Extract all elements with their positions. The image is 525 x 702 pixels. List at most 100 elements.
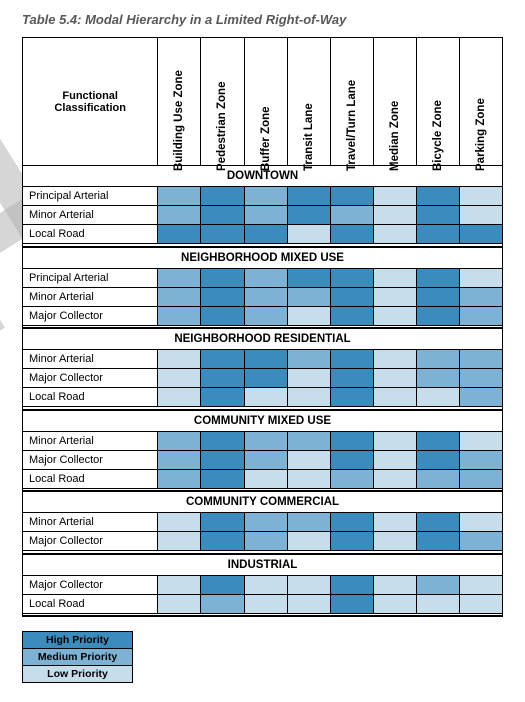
priority-cell <box>287 594 330 613</box>
priority-cell <box>459 450 502 469</box>
row-label: Minor Arterial <box>23 513 158 532</box>
priority-cell <box>201 287 244 306</box>
priority-cell <box>373 350 416 369</box>
priority-cell <box>201 575 244 594</box>
table-row: Minor Arterial <box>23 513 503 532</box>
column-header: Median Zone <box>373 38 416 166</box>
priority-cell <box>416 369 459 388</box>
table-row: Minor Arterial <box>23 431 503 450</box>
priority-cell <box>287 431 330 450</box>
priority-cell <box>201 388 244 407</box>
priority-cell <box>244 306 287 325</box>
priority-cell <box>459 388 502 407</box>
priority-cell <box>287 388 330 407</box>
priority-cell <box>244 369 287 388</box>
priority-cell <box>459 532 502 551</box>
table-row: Local Road <box>23 469 503 488</box>
priority-cell <box>158 431 201 450</box>
row-label: Minor Arterial <box>23 431 158 450</box>
priority-cell <box>459 575 502 594</box>
priority-cell <box>373 187 416 206</box>
priority-cell <box>201 206 244 225</box>
row-label: Principal Arterial <box>23 268 158 287</box>
priority-cell <box>416 225 459 244</box>
priority-cell <box>201 187 244 206</box>
table-row: Principal Arterial <box>23 187 503 206</box>
priority-cell <box>158 350 201 369</box>
column-header: Parking Zone <box>459 38 502 166</box>
column-label: Buffer Zone <box>260 131 272 171</box>
row-label: Major Collector <box>23 532 158 551</box>
priority-cell <box>373 287 416 306</box>
priority-cell <box>287 225 330 244</box>
priority-cell <box>287 513 330 532</box>
header-label: FunctionalClassification <box>54 90 126 114</box>
priority-cell <box>330 532 373 551</box>
row-label: Local Road <box>23 225 158 244</box>
priority-cell <box>287 350 330 369</box>
priority-cell <box>459 350 502 369</box>
priority-cell <box>158 225 201 244</box>
priority-cell <box>158 388 201 407</box>
section-header: INDUSTRIAL <box>23 554 503 576</box>
table-row: Local Road <box>23 388 503 407</box>
row-label: Major Collector <box>23 450 158 469</box>
priority-cell <box>158 594 201 613</box>
row-label: Minor Arterial <box>23 287 158 306</box>
priority-cell <box>416 594 459 613</box>
row-label: Local Road <box>23 594 158 613</box>
row-label: Major Collector <box>23 369 158 388</box>
priority-cell <box>373 206 416 225</box>
priority-cell <box>330 206 373 225</box>
priority-cell <box>201 594 244 613</box>
priority-cell <box>459 287 502 306</box>
priority-cell <box>373 594 416 613</box>
priority-cell <box>287 206 330 225</box>
row-label: Major Collector <box>23 306 158 325</box>
priority-cell <box>158 532 201 551</box>
table-row: Major Collector <box>23 532 503 551</box>
row-label: Major Collector <box>23 575 158 594</box>
column-label: Pedestrian Zone <box>216 131 228 171</box>
priority-cell <box>201 532 244 551</box>
priority-cell <box>244 350 287 369</box>
priority-cell <box>158 575 201 594</box>
priority-cell <box>244 388 287 407</box>
priority-cell <box>330 187 373 206</box>
priority-cell <box>416 306 459 325</box>
priority-cell <box>201 469 244 488</box>
priority-cell <box>244 431 287 450</box>
priority-cell <box>416 388 459 407</box>
priority-cell <box>330 388 373 407</box>
legend-item: Medium Priority <box>23 649 133 666</box>
priority-cell <box>459 268 502 287</box>
column-label: Building Use Zone <box>173 131 185 171</box>
priority-cell <box>201 431 244 450</box>
column-label: Bicycle Zone <box>432 131 444 171</box>
table-row: Major Collector <box>23 575 503 594</box>
column-header: Buffer Zone <box>244 38 287 166</box>
priority-cell <box>459 469 502 488</box>
priority-cell <box>244 206 287 225</box>
priority-cell <box>459 225 502 244</box>
column-header: Bicycle Zone <box>416 38 459 166</box>
priority-cell <box>330 369 373 388</box>
priority-cell <box>373 306 416 325</box>
priority-cell <box>201 513 244 532</box>
priority-cell <box>158 306 201 325</box>
priority-cell <box>244 513 287 532</box>
priority-cell <box>244 268 287 287</box>
priority-cell <box>287 306 330 325</box>
priority-cell <box>244 594 287 613</box>
priority-cell <box>330 594 373 613</box>
priority-cell <box>373 268 416 287</box>
table-row: Minor Arterial <box>23 287 503 306</box>
table-row: Local Road <box>23 225 503 244</box>
column-label: Travel/Turn Lane <box>346 131 358 171</box>
priority-cell <box>330 306 373 325</box>
priority-cell <box>244 187 287 206</box>
column-header: Building Use Zone <box>158 38 201 166</box>
column-header: Pedestrian Zone <box>201 38 244 166</box>
functional-classification-header: FunctionalClassification <box>23 38 158 166</box>
priority-cell <box>287 187 330 206</box>
